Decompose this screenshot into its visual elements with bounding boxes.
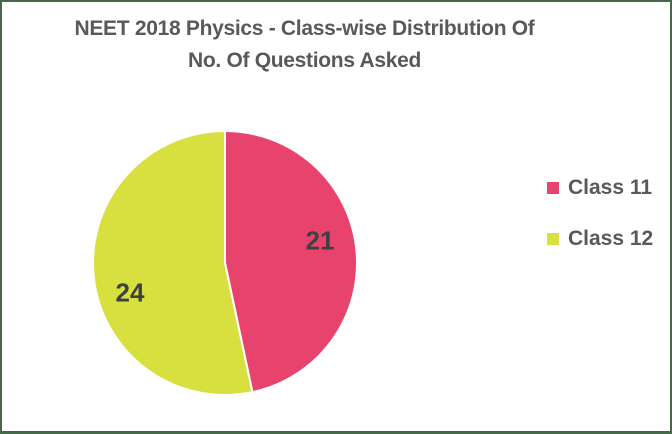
pie-svg: [92, 130, 359, 396]
legend: Class 11 Class 12: [547, 176, 653, 251]
legend-item-class-11: Class 11: [547, 176, 653, 200]
legend-item-class-12: Class 12: [547, 227, 653, 251]
legend-label: Class 11: [568, 176, 653, 199]
data-label-class-11: 21: [305, 225, 335, 256]
chart-title-line1: NEET 2018 Physics - Class-wise Distribut…: [74, 17, 535, 40]
legend-label: Class 12: [568, 227, 654, 250]
data-label-class-12: 24: [115, 277, 145, 308]
pie-slice-class-11: [224, 130, 359, 394]
chart-title-line2: No. Of Questions Asked: [188, 49, 421, 72]
pie-chart: [91, 129, 359, 397]
chart-title: NEET 2018 Physics - Class-wise Distribut…: [2, 13, 607, 77]
square-swatch-icon: [547, 233, 559, 245]
square-swatch-icon: [547, 182, 559, 194]
pie-slice-class-12: [92, 130, 254, 396]
